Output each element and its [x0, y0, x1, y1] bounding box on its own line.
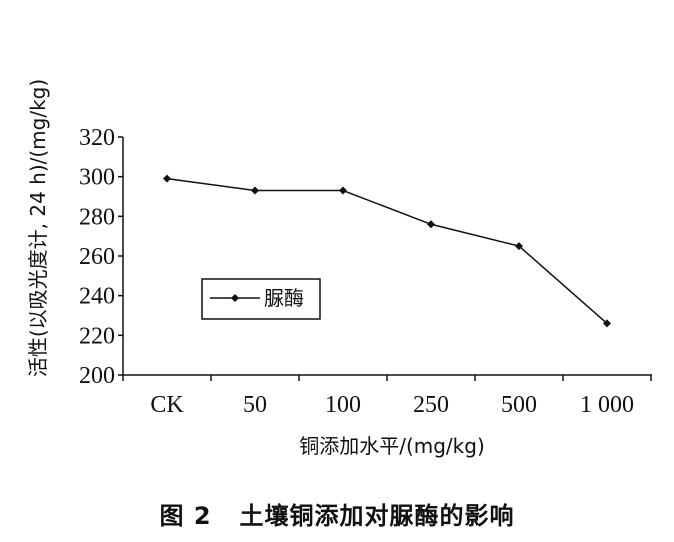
data-point: [515, 242, 523, 251]
x-tick-label: 500: [501, 392, 537, 418]
legend-box: [201, 278, 321, 320]
axes: [118, 136, 652, 381]
data-point: [427, 220, 435, 229]
series-group: [163, 174, 611, 328]
legend: 脲酶: [201, 278, 321, 320]
y-tick-label: 220: [79, 323, 115, 349]
chart: 200 220 240 260 280 300 320 CK 50 100 250 500 1 000…: [26, 79, 652, 458]
y-tick-label: 200: [79, 363, 115, 389]
data-point: [603, 319, 611, 328]
data-point: [163, 174, 171, 183]
y-tick-label: 300: [79, 165, 115, 191]
x-tick-label: 50: [243, 392, 267, 418]
x-tick-labels: CK 50 100 250 500 1 000: [150, 392, 634, 418]
figure-number: 图 2: [159, 502, 212, 530]
y-tick-label: 280: [79, 204, 115, 230]
y-tick-label: 320: [79, 125, 115, 151]
x-tick-label: 100: [325, 392, 361, 418]
data-point: [339, 186, 347, 195]
x-tick-label: CK: [150, 392, 184, 418]
legend-label: 脲酶: [264, 286, 304, 310]
y-tick-labels: 200 220 240 260 280 300 320: [79, 125, 115, 389]
x-tick-label: 1 000: [580, 392, 634, 418]
figure-caption: 图 2 土壤铜添加对脲酶的影响: [0, 496, 674, 531]
figure-title: 土壤铜添加对脲酶的影响: [239, 502, 515, 530]
y-axis-title: 活性(以吸光度计, 24 h)/(mg/kg): [26, 79, 50, 377]
y-tick-label: 240: [79, 284, 115, 310]
legend-marker: [231, 294, 239, 302]
y-tick-label: 260: [79, 244, 115, 270]
data-point: [251, 186, 259, 195]
x-axis-title: 铜添加水平/(mg/kg): [299, 434, 485, 458]
series-line: [166, 177, 608, 324]
x-tick-label: 250: [413, 392, 449, 418]
